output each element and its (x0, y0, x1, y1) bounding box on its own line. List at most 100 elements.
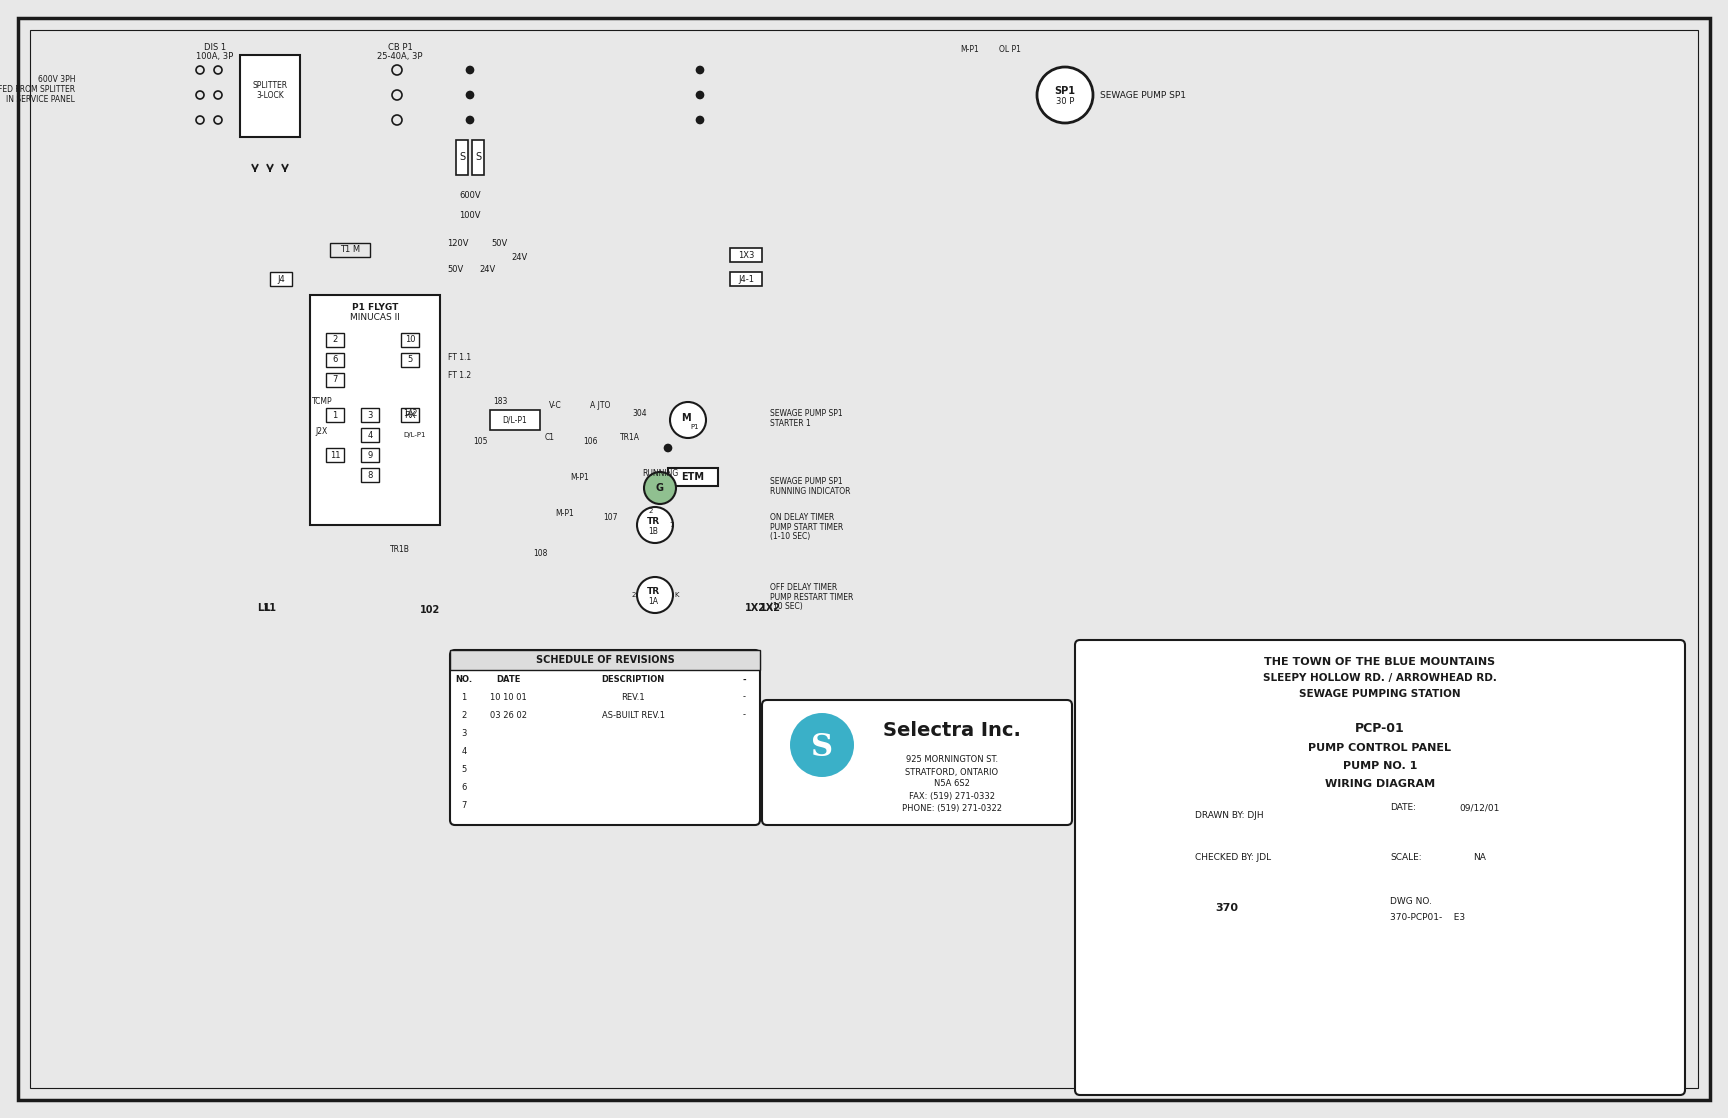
Bar (361, 468, 378, 482)
Text: K: K (674, 593, 679, 598)
Text: P1: P1 (689, 424, 698, 430)
Text: SEWAGE PUMPING STATION: SEWAGE PUMPING STATION (1299, 689, 1460, 699)
Text: M-P1: M-P1 (570, 473, 589, 482)
Text: -: - (743, 711, 745, 720)
Text: PCP-01: PCP-01 (1355, 721, 1405, 735)
Text: 2: 2 (648, 508, 653, 514)
Text: FT 1.2: FT 1.2 (448, 370, 472, 379)
Text: IN SERVICE PANEL: IN SERVICE PANEL (7, 95, 74, 104)
Bar (240, 55, 301, 138)
Text: SPLITTER: SPLITTER (252, 82, 287, 91)
Text: 1A: 1A (648, 597, 658, 606)
Text: T1 M: T1 M (340, 245, 359, 254)
Text: 7: 7 (461, 800, 467, 809)
Text: 4: 4 (368, 430, 373, 439)
Text: THE TOWN OF THE BLUE MOUNTAINS: THE TOWN OF THE BLUE MOUNTAINS (1265, 657, 1495, 667)
Text: PUMP START TIMER: PUMP START TIMER (771, 523, 843, 532)
Text: DATE: DATE (496, 675, 520, 684)
Bar (327, 353, 344, 367)
Text: -: - (743, 675, 746, 684)
Text: 2: 2 (332, 335, 337, 344)
Text: AS-BUILT REV.1: AS-BUILT REV.1 (601, 711, 665, 720)
Text: 6: 6 (461, 783, 467, 792)
Circle shape (467, 66, 473, 74)
Text: 24V: 24V (480, 265, 496, 275)
Text: 1X2: 1X2 (760, 603, 781, 613)
Text: REV.1: REV.1 (620, 692, 645, 701)
Text: SEWAGE PUMP SP1: SEWAGE PUMP SP1 (771, 408, 843, 417)
Text: 11: 11 (330, 451, 340, 459)
Bar (327, 373, 344, 387)
Text: SEWAGE PUMP SP1: SEWAGE PUMP SP1 (771, 476, 843, 485)
Text: PHONE: (519) 271-0322: PHONE: (519) 271-0322 (902, 804, 1002, 813)
Text: 50V: 50V (448, 265, 463, 275)
Text: 600V: 600V (460, 190, 480, 199)
Text: TR1A: TR1A (620, 433, 639, 442)
Circle shape (467, 92, 473, 98)
Text: TR1B: TR1B (391, 544, 410, 553)
Text: TCMP: TCMP (311, 398, 332, 407)
Text: 8: 8 (368, 471, 373, 480)
Text: 4: 4 (461, 747, 467, 756)
Circle shape (645, 472, 676, 504)
Text: NA: NA (1474, 853, 1486, 862)
Text: MINUCAS II: MINUCAS II (351, 313, 399, 322)
Text: S: S (460, 152, 465, 162)
Text: 925 MORNINGTON ST.: 925 MORNINGTON ST. (905, 756, 999, 765)
Text: J4-1: J4-1 (738, 275, 753, 284)
Text: 2: 2 (461, 711, 467, 720)
FancyBboxPatch shape (1075, 639, 1685, 1095)
Text: ON DELAY TIMER: ON DELAY TIMER (771, 513, 835, 522)
Bar (361, 408, 378, 421)
Text: D/L-P1: D/L-P1 (404, 432, 427, 438)
Text: 5: 5 (408, 356, 413, 364)
Text: 370-PCP01-    E3: 370-PCP01- E3 (1389, 913, 1465, 922)
Text: 1X3: 1X3 (738, 250, 753, 259)
Text: STARTER 1: STARTER 1 (771, 419, 810, 428)
Text: 1: 1 (461, 692, 467, 701)
Text: 7: 7 (332, 376, 337, 385)
Text: FAX: (519) 271-0332: FAX: (519) 271-0332 (909, 792, 995, 800)
Text: ETM: ETM (681, 472, 705, 482)
Text: 30 P: 30 P (1056, 96, 1075, 105)
Text: M: M (681, 413, 691, 423)
Bar (270, 272, 292, 286)
Text: -: - (743, 692, 745, 701)
Text: N5A 6S2: N5A 6S2 (935, 779, 969, 788)
Text: PUMP RESTART TIMER: PUMP RESTART TIMER (771, 594, 854, 603)
Bar (401, 333, 418, 347)
Bar (327, 408, 344, 421)
Bar (449, 650, 760, 670)
Text: CHECKED BY: JDL: CHECKED BY: JDL (1196, 853, 1272, 862)
Text: FT 1.1: FT 1.1 (448, 353, 472, 362)
Text: SLEEPY HOLLOW RD. / ARROWHEAD RD.: SLEEPY HOLLOW RD. / ARROWHEAD RD. (1263, 673, 1496, 683)
Text: (1-10 SEC): (1-10 SEC) (771, 532, 810, 541)
Text: 107: 107 (603, 513, 617, 522)
Text: SCALE:: SCALE: (1389, 853, 1422, 862)
Text: 10: 10 (404, 335, 415, 344)
Text: STRATFORD, ONTARIO: STRATFORD, ONTARIO (905, 767, 999, 777)
Bar (491, 410, 539, 430)
Text: 1B: 1B (648, 528, 658, 537)
Bar (472, 140, 484, 176)
Text: 108: 108 (532, 549, 548, 558)
Text: (10 SEC): (10 SEC) (771, 603, 804, 612)
Text: DESCRIPTION: DESCRIPTION (601, 675, 665, 684)
Text: 25-40A, 3P: 25-40A, 3P (377, 53, 423, 61)
Text: L1: L1 (257, 603, 270, 613)
Text: J4: J4 (276, 275, 285, 284)
Text: 183: 183 (492, 398, 508, 407)
Text: WIRING DIAGRAM: WIRING DIAGRAM (1325, 779, 1434, 789)
Text: 03 26 02: 03 26 02 (489, 711, 527, 720)
Text: 1X2: 1X2 (745, 603, 766, 613)
Text: D/L-P1: D/L-P1 (503, 416, 527, 425)
Text: RUNNING INDICATOR: RUNNING INDICATOR (771, 487, 850, 496)
Text: 600V 3PH: 600V 3PH (38, 76, 74, 85)
Circle shape (790, 713, 854, 777)
Bar (309, 295, 441, 525)
Circle shape (467, 116, 473, 123)
Text: PUMP CONTROL PANEL: PUMP CONTROL PANEL (1308, 743, 1452, 754)
Bar (401, 353, 418, 367)
Text: 9: 9 (368, 451, 373, 459)
Text: DRAWN BY: DJH: DRAWN BY: DJH (1196, 811, 1263, 819)
